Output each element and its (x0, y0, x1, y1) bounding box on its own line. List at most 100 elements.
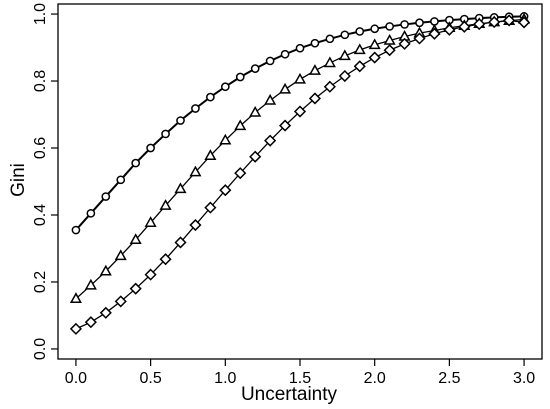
data-point-triangle (159, 199, 172, 210)
data-point-circle (265, 56, 275, 66)
data-point-circle (415, 18, 424, 28)
data-point-diamond (144, 268, 157, 281)
data-point-diamond (338, 69, 351, 83)
x-axis-title: Uncertainty (241, 384, 338, 405)
data-point-circle (131, 158, 141, 168)
data-point-diamond (234, 167, 247, 180)
plot-frame (57, 3, 543, 360)
data-point-diamond (159, 253, 172, 266)
data-point-triangle (189, 165, 202, 177)
data-point-circle (370, 24, 380, 34)
data-point-circle (400, 20, 409, 29)
data-point-circle (191, 104, 200, 113)
x-tick-label: 3.0 (513, 370, 535, 387)
x-tick-label: 2.5 (438, 370, 460, 387)
data-point-circle (116, 175, 126, 185)
data-point-circle (220, 82, 230, 92)
data-point-triangle (144, 216, 157, 227)
y-tick-label: 0.6 (32, 137, 49, 159)
data-point-circle (146, 143, 155, 153)
data-point-diamond (189, 218, 202, 232)
y-tick-label: 0.8 (32, 70, 49, 92)
data-point-diamond (518, 16, 531, 29)
data-point-triangle (69, 292, 82, 303)
data-point-diamond (488, 16, 501, 29)
data-point-diamond (279, 119, 292, 132)
data-point-diamond (129, 282, 142, 295)
data-point-circle (206, 92, 215, 102)
data-point-diamond (443, 23, 456, 36)
data-point-diamond (174, 236, 187, 249)
data-point-circle (295, 43, 305, 53)
data-point-triangle (234, 119, 247, 131)
data-point-triangle (338, 49, 351, 61)
data-point-circle (71, 225, 81, 235)
x-tick-label: 0.0 (65, 370, 87, 387)
series-circle (71, 12, 529, 235)
data-point-diamond (458, 20, 471, 33)
data-point-diamond (293, 105, 307, 118)
y-axis-title: Gini (8, 163, 29, 197)
data-point-diamond (249, 150, 262, 163)
data-point-diamond (473, 18, 486, 31)
x-axis-ticks: 0.0 0.5 1.0 1.5 2.0 2.5 3.0 (65, 359, 535, 387)
data-point-circle (280, 49, 290, 59)
data-point-diamond (503, 14, 516, 27)
y-tick-label: 0.4 (32, 204, 49, 226)
data-point-diamond (264, 134, 277, 147)
data-point-triangle (249, 105, 262, 117)
data-point-circle (355, 27, 365, 36)
data-point-circle (176, 116, 185, 125)
data-point-triangle (219, 133, 232, 145)
data-point-circle (250, 64, 260, 73)
x-tick-label: 1.5 (289, 370, 311, 387)
x-tick-label: 2.0 (364, 370, 386, 387)
data-point-triangle (114, 249, 127, 261)
data-point-diamond (69, 322, 82, 335)
y-tick-label: 0.2 (32, 271, 49, 293)
y-axis-ticks: 0.0 0.2 0.4 0.6 0.8 1.0 (32, 3, 58, 360)
data-point-diamond (323, 80, 336, 93)
data-point-triangle (383, 33, 396, 45)
data-point-circle (86, 208, 96, 218)
data-point-triangle (308, 64, 321, 75)
data-point-triangle (264, 93, 277, 105)
data-point-triangle (368, 38, 381, 50)
data-point-diamond (114, 295, 127, 308)
data-point-triangle (84, 278, 97, 290)
data-point-diamond (84, 316, 97, 329)
series-line (75, 18, 525, 300)
data-point-triangle (353, 43, 366, 55)
data-point-diamond (413, 32, 426, 45)
data-point-triangle (129, 233, 142, 245)
x-tick-label: 0.5 (139, 370, 161, 387)
data-point-triangle (323, 56, 336, 68)
data-point-circle (325, 34, 335, 44)
data-point-diamond (219, 184, 232, 197)
series-diamond (69, 14, 531, 335)
data-point-diamond (398, 37, 411, 50)
series-group (69, 12, 531, 335)
data-point-triangle (204, 149, 217, 160)
data-point-circle (101, 192, 111, 201)
series-line (75, 19, 525, 330)
data-point-diamond (308, 92, 321, 105)
x-tick-label: 1.0 (214, 370, 236, 387)
data-point-circle (235, 72, 245, 82)
data-point-triangle (293, 72, 307, 84)
data-point-diamond (368, 51, 381, 64)
y-tick-label: 0.0 (32, 338, 49, 360)
data-point-triangle (99, 264, 112, 276)
data-point-circle (385, 22, 394, 31)
data-point-circle (340, 30, 350, 40)
data-point-circle (310, 38, 320, 48)
data-point-diamond (353, 60, 366, 73)
data-point-diamond (99, 306, 112, 319)
data-point-diamond (383, 44, 396, 57)
data-point-diamond (204, 201, 217, 214)
data-point-circle (161, 129, 170, 139)
data-point-diamond (428, 27, 441, 40)
y-tick-label: 1.0 (32, 3, 49, 25)
data-point-triangle (174, 182, 187, 194)
